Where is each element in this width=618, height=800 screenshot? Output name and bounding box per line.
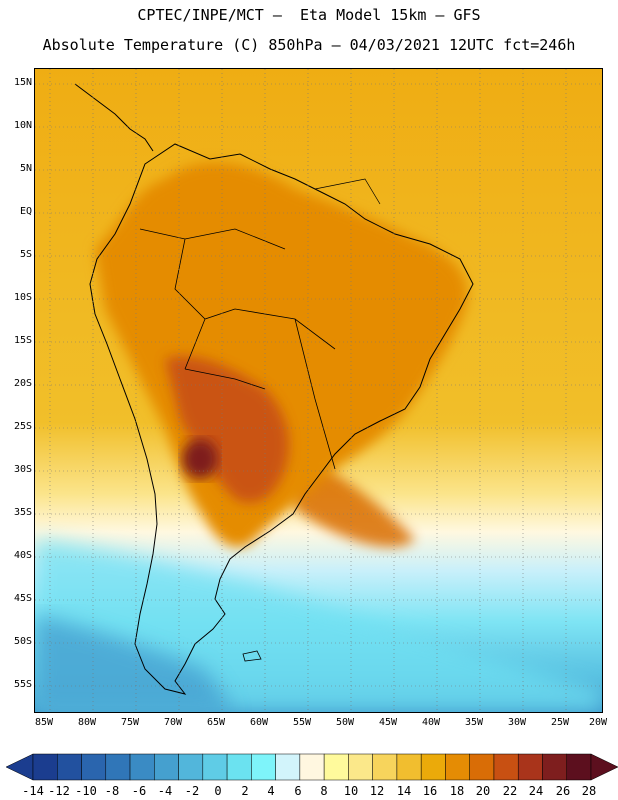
colorbar-swatch xyxy=(81,753,107,781)
lat-label-40s: 40S xyxy=(13,550,32,561)
lon-label-85w: 85W xyxy=(34,717,54,728)
colorbar-swatch xyxy=(178,753,204,781)
lon-label-30w: 30W xyxy=(507,717,527,728)
colorbar-swatch xyxy=(105,753,131,781)
colorbar-right-arrow xyxy=(590,753,618,781)
colorbar-swatch xyxy=(32,753,58,781)
temperature-colorbar xyxy=(6,753,618,781)
colorbar-label: 14 xyxy=(396,784,412,798)
lat-label-20s: 20S xyxy=(13,378,32,389)
lat-label-30s: 30S xyxy=(13,464,32,475)
lat-label-5n: 5N xyxy=(19,163,32,174)
colorbar-label: 16 xyxy=(422,784,438,798)
colorbar-swatch xyxy=(323,753,349,781)
colorbar-swatch xyxy=(275,753,301,781)
lon-label-45w: 45W xyxy=(378,717,398,728)
colorbar-label: 4 xyxy=(267,784,275,798)
colorbar-label: -8 xyxy=(104,784,120,798)
lon-label-50w: 50W xyxy=(335,717,355,728)
country-borders xyxy=(139,228,336,470)
lon-label-75w: 75W xyxy=(120,717,140,728)
colorbar-swatch xyxy=(57,753,82,781)
colorbar-label: -14 xyxy=(22,784,44,798)
colorbar-swatch xyxy=(517,753,543,781)
colorbar-swatch xyxy=(348,753,373,781)
colorbar-label: 2 xyxy=(241,784,249,798)
colorbar-label: 10 xyxy=(343,784,359,798)
lon-label-25w: 25W xyxy=(550,717,570,728)
central-america-coast xyxy=(74,83,154,152)
lat-label-10n: 10N xyxy=(13,120,32,131)
colorbar-label: 8 xyxy=(320,784,328,798)
colorbar-label: -10 xyxy=(75,784,97,798)
hot-region xyxy=(165,356,289,503)
lon-label-80w: 80W xyxy=(77,717,97,728)
lon-label-55w: 55W xyxy=(292,717,312,728)
colorbar-label: 22 xyxy=(502,784,518,798)
lon-label-20w: 20W xyxy=(588,717,608,728)
lat-label-45s: 45S xyxy=(13,593,32,604)
lon-label-40w: 40W xyxy=(421,717,441,728)
colorbar-label: -2 xyxy=(184,784,200,798)
colorbar-swatch xyxy=(226,753,252,781)
colorbar-swatch xyxy=(202,753,228,781)
falklands-outline xyxy=(242,650,262,662)
colorbar-swatch xyxy=(154,753,179,781)
colorbar-label: -12 xyxy=(48,784,70,798)
colorbar-swatch xyxy=(469,753,495,781)
colorbar-swatch xyxy=(493,753,519,781)
colorbar-swatch xyxy=(129,753,155,781)
coastline xyxy=(89,143,474,695)
hottest-spot xyxy=(182,439,218,479)
lat-label-10s: 10S xyxy=(13,292,32,303)
colorbar-label: -6 xyxy=(131,784,147,798)
lat-label-15s: 15S xyxy=(13,335,32,346)
colorbar-label: 20 xyxy=(475,784,491,798)
colorbar-swatch xyxy=(396,753,422,781)
colorbar-label: 0 xyxy=(214,784,222,798)
lat-label-5s: 5S xyxy=(19,249,32,260)
colorbar-swatch xyxy=(542,753,567,781)
lat-label-55s: 55S xyxy=(13,679,32,690)
lon-label-70w: 70W xyxy=(163,717,183,728)
guianas-borders xyxy=(314,178,381,205)
colorbar-left-arrow xyxy=(6,753,34,781)
colorbar-label: 28 xyxy=(581,784,597,798)
lat-label-25s: 25S xyxy=(13,421,32,432)
lon-label-60w: 60W xyxy=(249,717,269,728)
colorbar-label: 26 xyxy=(555,784,571,798)
colorbar-swatch xyxy=(445,753,470,781)
colorbar-label: 24 xyxy=(528,784,544,798)
colorbar-swatch xyxy=(420,753,446,781)
lat-label-50s: 50S xyxy=(13,636,32,647)
colorbar-swatch xyxy=(372,753,398,781)
colorbar-label: 12 xyxy=(369,784,385,798)
colorbar-label: 6 xyxy=(294,784,302,798)
map-canvas xyxy=(35,69,602,712)
lat-label-15n: 15N xyxy=(13,77,32,88)
title-line-2: Absolute Temperature (C) 850hPa – 04/03/… xyxy=(42,36,576,54)
colorbar-label: -4 xyxy=(157,784,173,798)
colorbar-label: 18 xyxy=(449,784,465,798)
lon-label-65w: 65W xyxy=(206,717,226,728)
colorbar-swatch xyxy=(251,753,276,781)
lat-label-35s: 35S xyxy=(13,507,32,518)
temperature-map xyxy=(34,68,603,713)
title-line-1: CPTEC/INPE/MCT – Eta Model 15km – GFS xyxy=(137,6,481,24)
lon-label-35w: 35W xyxy=(464,717,484,728)
lat-label-eq: EQ xyxy=(19,206,32,217)
colorbar-swatch xyxy=(566,753,592,781)
map-gridlines xyxy=(35,69,602,712)
colorbar-swatch xyxy=(299,753,325,781)
coldest-air-region xyxy=(35,614,235,712)
